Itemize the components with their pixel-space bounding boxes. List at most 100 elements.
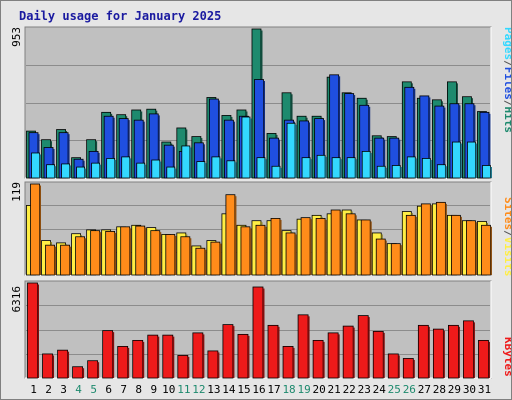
sites-bar-day-19 [300,217,311,276]
sites-bar-day-7 [120,226,131,276]
pages-bar-day-31 [482,165,491,179]
sites-bar-day-5 [90,230,101,276]
pages-bar-day-2 [46,164,55,179]
files-bar-day-16-shadow [263,81,265,178]
pages-bar-day-20-shadow [325,156,327,178]
day-label-2: 2 [45,383,52,396]
kbytes-bar-day-16 [252,286,264,379]
sites-bar-day-28-shadow [445,203,447,275]
sites-bar-day-17 [270,218,281,276]
sites-bar-day-1 [30,183,40,276]
pages-bar-day-13-shadow [219,158,222,178]
kbytes-bar-day-21 [327,332,339,379]
sites-bar-day-11-shadow [189,238,192,275]
kbytes-bar-day-12-shadow [202,334,205,378]
day-label-30: 30 [463,383,476,396]
legend-top-item-1: / [502,60,511,67]
pages-bar-day-25 [391,165,401,179]
legend-top-text: Pages/Files/Hits [502,27,511,133]
day-label-3: 3 [60,383,67,396]
kbytes-bar-day-6 [102,330,114,379]
day-label-29: 29 [448,383,461,396]
pages-bar-day-14-shadow [234,162,237,178]
sites-bar-day-22 [345,213,356,276]
pages-bar-day-1-shadow [39,154,41,178]
day-label-1: 1 [30,383,37,396]
sites-bar-day-10-shadow [174,235,177,275]
pages-bar-day-18 [286,122,296,179]
pages-bar-day-30 [467,141,476,179]
legend-bot-item-0: KBytes [502,337,511,377]
sites-bar-day-20-shadow [325,219,327,275]
files-bar-day-8-shadow [143,121,145,178]
kbytes-bar-day-2 [42,353,53,379]
kbytes-bar-day-17-shadow [278,326,280,378]
legend-bot-text: KBytes [502,337,511,377]
legend-hits-files-pages: Pages/Files/Hits [502,27,511,133]
legend-top-item-4: Hits [502,107,511,134]
pages-bar-day-24 [376,165,386,179]
files-bar-day-7-shadow [128,120,130,178]
files-bar-day-13-shadow [218,100,220,178]
kbytes-bar-day-5-shadow [97,362,100,378]
sites-bar-day-6 [105,231,116,276]
kbytes-bar-day-14 [222,324,234,379]
day-label-16: 16 [252,383,265,396]
max-label-hits: 953 [10,27,23,47]
pages-bar-day-11-shadow [189,147,192,178]
day-label-31: 31 [478,383,491,396]
pages-bar-day-11 [181,145,191,179]
day-label-13: 13 [207,383,220,396]
pages-bar-day-16 [256,157,266,179]
kbytes-bar-day-1-shadow [37,284,39,378]
sites-bar-day-18 [285,232,296,276]
files-bar-day-12-shadow [203,144,205,178]
kbytes-bar-day-3-shadow [67,351,70,378]
pages-bar-day-10-shadow [174,168,177,178]
sites-bar-day-19-shadow [310,219,312,275]
legend-mid-text: Sites/Visits [502,197,511,277]
files-bar-day-2-shadow [53,149,55,178]
sites-bar-day-1-shadow [39,185,41,275]
kbytes-bar-day-1 [27,282,38,379]
pages-bar-day-4 [76,166,85,179]
kbytes-bar-day-3 [57,349,68,379]
sites-bar-day-16-shadow [264,226,267,275]
pages-bar-day-17-shadow [280,167,282,178]
sites-bar-day-17-shadow [280,219,282,275]
files-bar-day-30-shadow [473,105,476,178]
day-label-24: 24 [373,383,387,396]
kbytes-bar-day-28-shadow [443,330,445,378]
pages-bar-day-30-shadow [475,143,477,178]
sites-bar-day-31 [481,224,491,276]
kbytes-bar-day-17 [267,324,279,379]
day-label-10: 10 [162,383,175,396]
max-label-kbytes: 6316 [10,286,23,313]
day-label-8: 8 [135,383,142,396]
kbytes-bar-day-12 [192,332,204,379]
day-label-20: 20 [313,383,326,396]
sites-bar-day-23 [360,219,371,276]
kbytes-bar-day-31-shadow [488,341,490,378]
legend-top-item-3: / [502,100,511,107]
pages-bar-day-8 [136,162,146,179]
sites-bar-day-24-shadow [385,240,387,275]
kbytes-bar-day-18-shadow [293,347,295,378]
kbytes-bar-day-26-shadow [413,359,415,378]
kbytes-bar-day-27 [417,324,429,379]
files-bar-day-26-shadow [413,88,416,178]
kbytes-bar-day-22 [342,325,354,379]
sites-bar-day-29-shadow [460,216,462,275]
kbytes-bar-day-26 [402,358,414,379]
kbytes-bar-day-31 [478,339,489,379]
kbytes-bar-day-20 [312,339,324,379]
day-label-7: 7 [120,383,127,396]
pages-bar-day-15-shadow [249,118,252,178]
files-bar-day-17-shadow [278,139,281,178]
files-bar-day-10-shadow [173,146,175,178]
sites-bar-day-9-shadow [159,232,162,275]
legend-kbytes: KBytes [502,337,511,377]
legend-mid-item-1: / [502,230,511,237]
pages-bar-day-29 [452,141,461,179]
